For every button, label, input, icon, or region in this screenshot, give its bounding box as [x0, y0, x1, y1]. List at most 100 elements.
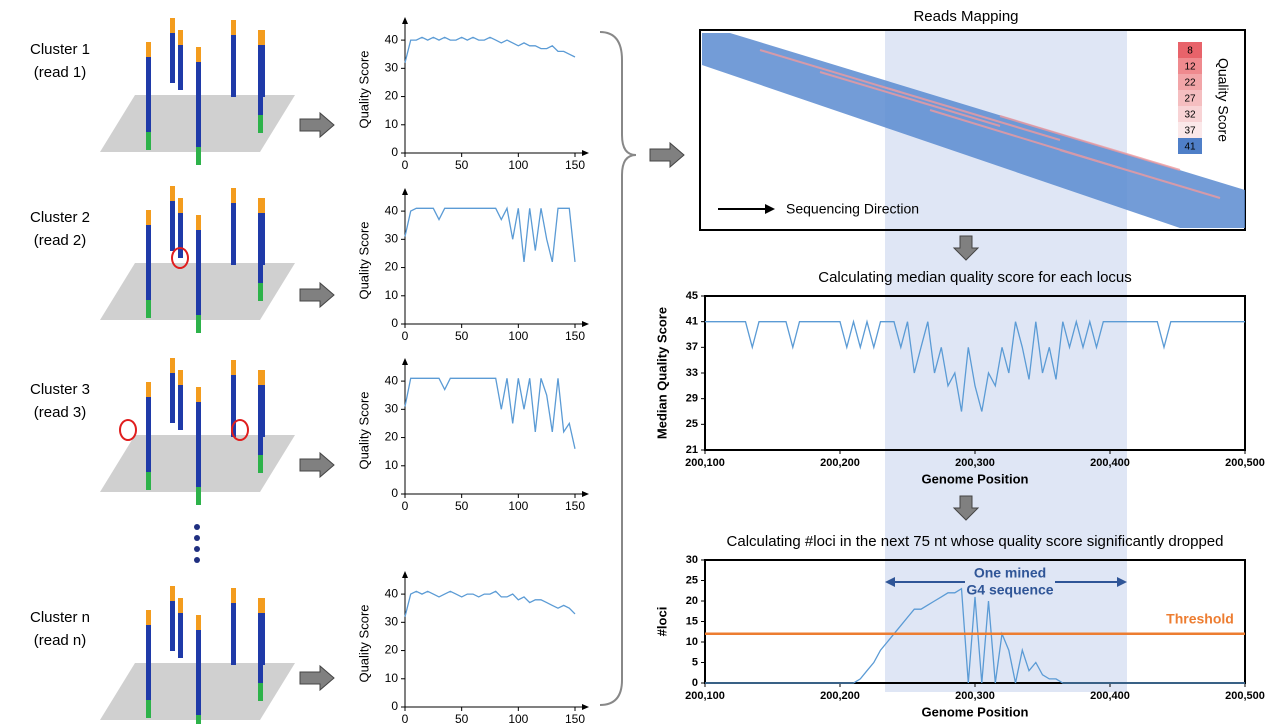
y-tick-label: 40: [385, 203, 399, 217]
y-tick-label: 10: [385, 671, 399, 685]
annotation: G4 sequence: [966, 582, 1053, 598]
y-axis-label: Quality Score: [356, 391, 371, 469]
x-tick-label: 100: [508, 329, 528, 343]
y-tick-label: 45: [686, 290, 698, 302]
ellipsis-dots: [194, 524, 200, 563]
reads-mapping-frame: [699, 29, 1246, 231]
strand: [170, 33, 175, 83]
strand-adapter: [170, 186, 175, 201]
strand: [260, 613, 265, 665]
strand-anchor: [146, 700, 151, 718]
chart-title: Calculating #loci in the next 75 nt whos…: [727, 533, 1224, 550]
strand-adapter: [146, 210, 151, 225]
legend-title: Quality Score: [1215, 58, 1231, 142]
strand-adapter: [170, 358, 175, 373]
data-line: [404, 206, 576, 263]
cluster-read: (read 1): [34, 64, 87, 81]
flow-arrow: [299, 281, 335, 309]
x-tick-label: 50: [455, 158, 469, 172]
y-tick-label: 25: [686, 574, 698, 586]
strand: [146, 397, 151, 472]
x-tick-label: 0: [402, 158, 409, 172]
y-tick-label: 15: [686, 615, 698, 627]
strand: [231, 375, 236, 437]
strand-adapter: [231, 588, 236, 603]
y-tick-label: 10: [385, 117, 399, 131]
axis-arrow: [582, 321, 589, 327]
cluster-label: Cluster 1: [30, 41, 90, 58]
x-tick-label: 0: [402, 329, 409, 343]
x-axis-label: Genome Position: [922, 704, 1029, 719]
data-line: [705, 587, 1245, 684]
x-tick-label: 50: [455, 499, 469, 513]
strand-adapter: [178, 30, 183, 45]
flow-arrow: [299, 111, 335, 139]
x-tick-label: 50: [455, 329, 469, 343]
x-tick-label: 0: [402, 499, 409, 513]
y-tick-label: 0: [391, 145, 398, 159]
strand-adapter: [170, 18, 175, 33]
x-tick-label: 150: [565, 712, 585, 724]
strand-adapter: [196, 615, 201, 630]
y-tick-label: 0: [391, 699, 398, 713]
y-axis-label: Quality Score: [356, 50, 371, 128]
data-line: [404, 36, 576, 63]
strand-anchor: [146, 472, 151, 490]
strand: [196, 630, 201, 715]
y-axis-label: #loci: [654, 607, 669, 637]
cluster-label: Cluster n: [30, 609, 90, 626]
strand-adapter: [178, 370, 183, 385]
strand-adapter: [196, 47, 201, 62]
brace: [599, 31, 637, 706]
strand: [260, 385, 265, 437]
strand-anchor: [196, 147, 201, 165]
cluster-read: (read n): [34, 632, 87, 649]
axis-arrow: [582, 704, 589, 710]
flow-arrow: [952, 495, 980, 521]
y-tick-label: 20: [686, 595, 698, 607]
flow-arrow: [649, 141, 685, 169]
y-tick-label: 30: [686, 554, 698, 566]
direction-label: Sequencing Direction: [786, 201, 919, 217]
x-tick-label: 0: [402, 712, 409, 724]
x-tick-label: 100: [508, 499, 528, 513]
strand-adapter: [178, 198, 183, 213]
legend-swatch: [1178, 106, 1202, 122]
y-tick-label: 33: [686, 367, 698, 379]
legend-label: 12: [1184, 62, 1196, 73]
legend-swatch: [1178, 58, 1202, 74]
strand-adapter: [196, 215, 201, 230]
direction-arrowhead: [765, 204, 775, 214]
axis-arrow: [582, 491, 589, 497]
reads-mapping-title: Reads Mapping: [913, 8, 1018, 25]
x-tick-label: 200,300: [955, 457, 995, 469]
y-tick-label: 10: [686, 636, 698, 648]
strand: [196, 402, 201, 487]
strand: [260, 45, 265, 97]
strand: [196, 62, 201, 147]
x-tick-label: 200,400: [1090, 457, 1130, 469]
y-tick-label: 30: [385, 402, 399, 416]
annotation: One mined: [974, 565, 1046, 581]
legend-label: 32: [1184, 110, 1196, 121]
flow-arrow: [299, 451, 335, 479]
chart-title: Calculating median quality score for eac…: [818, 269, 1132, 286]
strand-anchor: [146, 132, 151, 150]
strand-adapter: [178, 598, 183, 613]
strand-adapter: [146, 382, 151, 397]
y-tick-label: 20: [385, 643, 399, 657]
strand: [146, 57, 151, 132]
x-tick-label: 150: [565, 158, 585, 172]
strand-adapter: [231, 20, 236, 35]
strand-adapter: [146, 610, 151, 625]
cluster-read: (read 2): [34, 232, 87, 249]
axis-arrow: [402, 358, 408, 365]
flow-arrow: [299, 664, 335, 692]
y-tick-label: 10: [385, 458, 399, 472]
x-tick-label: 200,200: [820, 690, 860, 702]
y-tick-label: 21: [686, 444, 698, 456]
strand: [260, 213, 265, 265]
strand: [170, 201, 175, 251]
y-tick-label: 30: [385, 232, 399, 246]
x-tick-label: 100: [508, 158, 528, 172]
